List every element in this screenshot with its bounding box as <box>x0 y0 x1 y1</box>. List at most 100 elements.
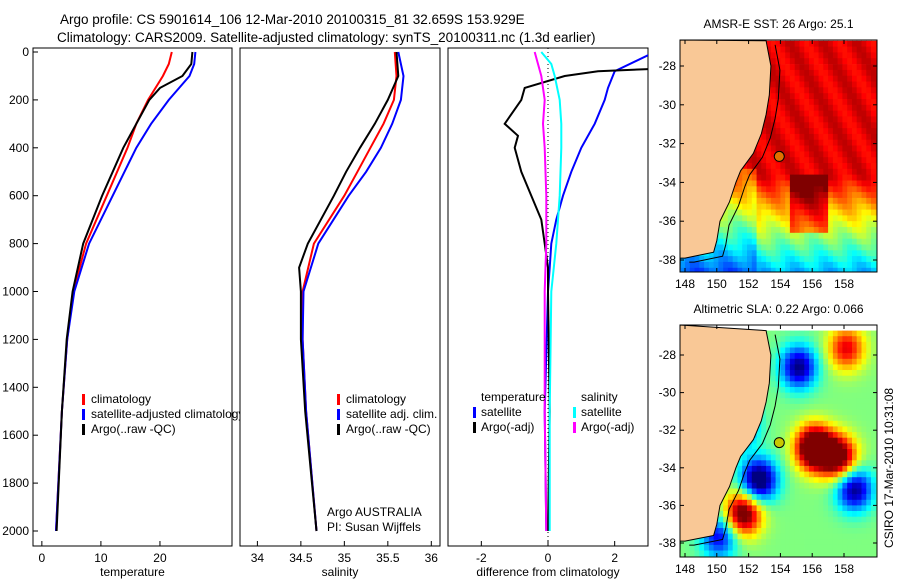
ocean-cell <box>704 544 710 552</box>
ocean-cell <box>799 454 805 461</box>
ocean-cell <box>818 93 824 100</box>
ocean-cell <box>732 186 738 193</box>
ocean-cell <box>875 370 877 377</box>
ocean-cell <box>837 544 843 552</box>
ocean-cell <box>852 157 858 164</box>
ocean-cell <box>766 116 772 123</box>
ocean-cell <box>727 209 734 216</box>
ocean-cell <box>775 139 781 146</box>
ocean-cell <box>818 75 824 82</box>
ocean-cell <box>809 128 815 135</box>
ocean-cell <box>809 250 815 257</box>
ocean-cell <box>875 341 877 348</box>
ocean-cell <box>804 370 810 377</box>
ocean-cell <box>761 261 767 269</box>
ocean-cell <box>804 256 810 263</box>
ocean-cell <box>761 539 767 546</box>
ocean-cell <box>847 163 853 170</box>
ocean-cell <box>871 358 877 365</box>
ocean-cell <box>866 209 872 216</box>
ocean-cell <box>832 488 839 495</box>
ocean-cell <box>775 353 781 360</box>
ocean-cell <box>770 358 777 365</box>
ocean-cell <box>766 215 772 222</box>
ocean-cell <box>871 81 877 88</box>
ocean-cell <box>866 64 872 71</box>
ocean-cell <box>785 215 791 222</box>
ocean-cell <box>828 274 833 280</box>
ocean-cell <box>823 116 829 123</box>
ocean-cell <box>856 151 862 158</box>
ocean-cell <box>785 116 791 123</box>
ocean-cell <box>799 398 805 405</box>
ocean-cell <box>685 261 691 269</box>
ocean-cell <box>718 533 724 540</box>
ocean-cell <box>828 432 834 439</box>
ocean-cell <box>780 426 786 433</box>
ocean-cell <box>799 341 805 348</box>
ocean-cell <box>718 550 724 557</box>
ocean-cell <box>852 392 858 399</box>
ocean-cell <box>875 133 877 141</box>
ocean-cell <box>871 516 877 523</box>
ocean-cell <box>789 157 796 164</box>
ocean-cell <box>837 93 843 100</box>
ocean-cell <box>832 81 839 88</box>
ocean-cell <box>809 341 815 348</box>
ocean-cell <box>794 192 800 199</box>
ocean-cell <box>756 232 762 239</box>
ocean-cell <box>842 168 848 175</box>
ocean-cell <box>789 104 796 111</box>
ocean-cell <box>847 256 853 263</box>
ocean-cell <box>785 93 791 100</box>
ocean-cell <box>775 203 781 210</box>
ocean-cell <box>861 209 867 216</box>
ocean-cell <box>780 180 786 187</box>
ocean-cell <box>813 209 819 216</box>
ocean-cell <box>818 64 824 71</box>
ocean-cell <box>761 238 767 245</box>
ocean-cell <box>856 522 862 529</box>
ocean-cell <box>842 460 848 467</box>
ocean-cell <box>751 550 757 557</box>
ocean-cell <box>775 341 781 348</box>
ocean-cell <box>770 544 777 552</box>
ocean-cell <box>847 46 853 53</box>
ocean-cell <box>837 203 843 210</box>
ocean-cell <box>837 460 843 467</box>
ocean-cell <box>794 104 800 111</box>
ocean-cell <box>813 93 819 100</box>
ocean-cell <box>818 370 824 377</box>
ocean-cell <box>818 437 824 444</box>
ocean-cell <box>832 93 839 100</box>
ocean-cell <box>780 392 786 399</box>
ocean-cell <box>775 550 781 557</box>
ocean-cell <box>785 499 791 506</box>
ocean-cell <box>775 40 781 47</box>
ocean-cell <box>680 550 686 557</box>
ocean-cell <box>766 174 772 181</box>
ocean-cell <box>832 449 839 456</box>
ocean-cell <box>718 267 724 272</box>
ocean-cell <box>871 244 877 251</box>
ocean-cell <box>770 139 777 146</box>
ocean-cell <box>713 544 719 552</box>
ocean-cell <box>809 186 815 193</box>
ocean-cell <box>871 533 877 540</box>
ocean-cell <box>785 544 791 552</box>
ocean-cell <box>818 544 824 552</box>
map-panel-sla: 148 150 152 154 156 158-28-30-32-34-36-38Alti… <box>659 302 878 576</box>
ocean-cell <box>761 168 767 175</box>
ocean-cell <box>794 443 800 450</box>
ocean-cell <box>818 465 824 473</box>
ocean-cell <box>780 227 786 234</box>
ocean-cell <box>832 409 839 416</box>
ocean-cell <box>832 163 839 170</box>
ocean-cell <box>837 168 843 175</box>
ocean-cell <box>856 330 862 337</box>
ocean-cell <box>789 197 796 205</box>
ocean-cell <box>852 186 858 193</box>
ocean-cell <box>770 415 777 422</box>
ocean-cell <box>818 415 824 422</box>
ocean-cell <box>823 494 829 501</box>
